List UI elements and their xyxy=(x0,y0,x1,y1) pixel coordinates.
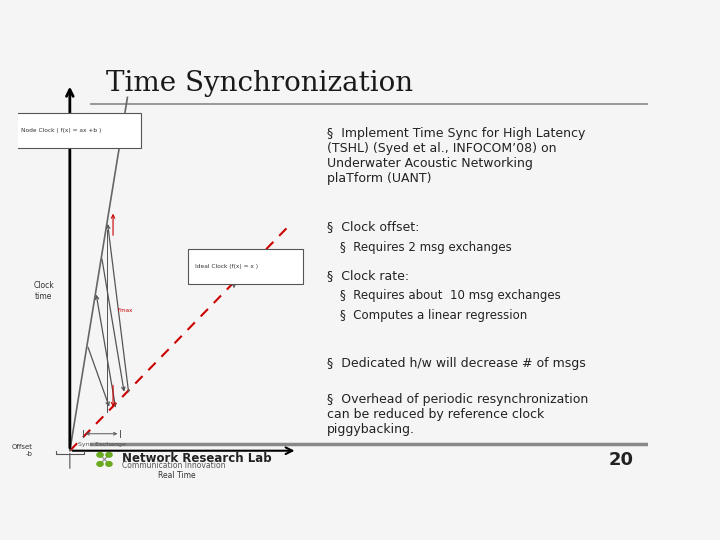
FancyBboxPatch shape xyxy=(16,113,141,147)
Text: §  Clock rate:: § Clock rate: xyxy=(327,268,409,281)
Text: Node Clock ( f(x) = ax +b ): Node Clock ( f(x) = ax +b ) xyxy=(22,128,102,133)
Text: §  Computes a linear regression: § Computes a linear regression xyxy=(340,309,527,322)
Text: Communication Innovation: Communication Innovation xyxy=(122,462,226,470)
Circle shape xyxy=(97,453,103,457)
Text: §  Clock offset:: § Clock offset: xyxy=(327,220,420,233)
Text: Fmax: Fmax xyxy=(117,308,132,313)
Text: Real Time: Real Time xyxy=(158,471,195,480)
Circle shape xyxy=(106,453,112,457)
Text: §  Implement Time Sync for High Latency
(TSHL) (Syed et al., INFOCOM’08) on
Unde: § Implement Time Sync for High Latency (… xyxy=(327,127,585,185)
Text: §  Dedicated h/w will decrease # of msgs: § Dedicated h/w will decrease # of msgs xyxy=(327,357,586,370)
Text: Network Research Lab: Network Research Lab xyxy=(122,453,272,465)
Circle shape xyxy=(106,462,112,467)
Text: 20: 20 xyxy=(609,451,634,469)
Text: §  Requires 2 msg exchanges: § Requires 2 msg exchanges xyxy=(340,241,512,254)
Circle shape xyxy=(97,462,103,467)
Text: §  Overhead of periodic resynchronization
can be reduced by reference clock
pigg: § Overhead of periodic resynchronization… xyxy=(327,393,588,436)
Text: Sync Exchange: Sync Exchange xyxy=(78,442,125,447)
FancyBboxPatch shape xyxy=(189,249,302,284)
Text: Ideal Clock (f(x) = x ): Ideal Clock (f(x) = x ) xyxy=(195,264,258,269)
Text: Clock
time: Clock time xyxy=(34,281,54,301)
Text: §  Requires about  10 msg exchanges: § Requires about 10 msg exchanges xyxy=(340,289,561,302)
Text: Offset
-b: Offset -b xyxy=(12,444,32,457)
Text: Time Synchronization: Time Synchronization xyxy=(106,70,413,97)
